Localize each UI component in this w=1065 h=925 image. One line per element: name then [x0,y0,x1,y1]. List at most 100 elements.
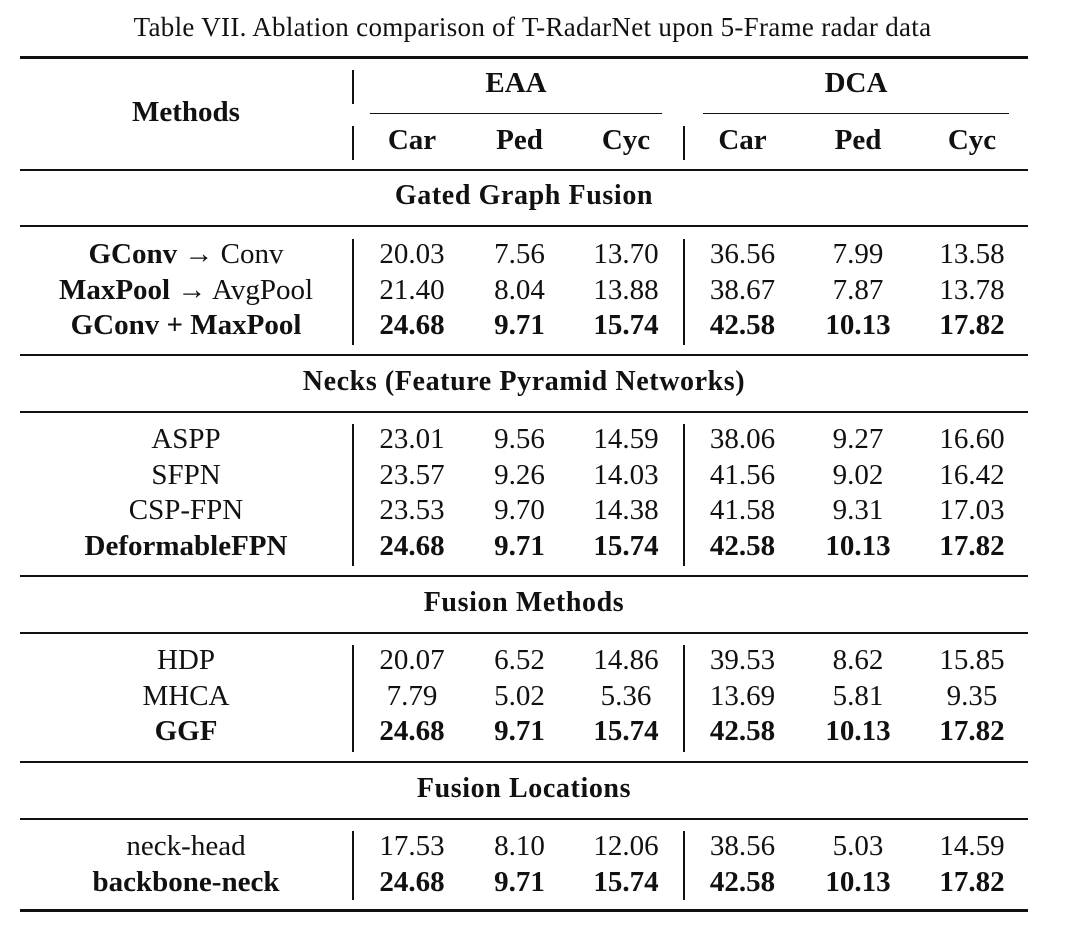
bottom-rule [20,909,1028,912]
value-cell: 24.68 [379,309,445,341]
rule-sec3-title [20,632,1028,634]
value-cell: 10.13 [825,865,891,898]
value-cell: 14.86 [593,644,659,676]
method-name: → AvgPool [170,273,314,306]
section-title: Gated Graph Fusion [394,180,654,211]
method-cell: CSP-FPN [20,493,352,529]
value-cell: 17.03 [939,494,1005,526]
value-cell: 42.58 [709,309,776,341]
vsep-header-b [352,126,354,160]
vsep-sec1-left [352,239,354,345]
value-cell: 39.53 [709,644,776,676]
method-cell: MaxPool → AvgPool [20,273,352,309]
value-cell: 10.13 [825,309,891,341]
value-cell: 42.58 [709,529,776,562]
method-name-bold: GGF [154,715,218,747]
value-cell: 7.79 [386,679,438,712]
top-rule [20,56,1028,59]
vsep-sec3-left [352,645,354,752]
value-cell: 42.58 [709,715,776,747]
method-name: MHCA [142,679,230,712]
method-name-bold: GConv [88,238,178,270]
value-cell: 41.58 [709,494,776,526]
col-eaa-ped: Ped [496,124,543,156]
rule-sec2-top [20,354,1028,356]
value-cell: 24.68 [379,865,445,898]
method-cell: backbone-neck [20,865,352,901]
method-name: → Conv [177,238,284,270]
rule-sec4-top [20,761,1028,763]
value-cell: 9.71 [494,715,545,747]
value-cell: 9.56 [494,423,545,455]
value-cell: 9.71 [494,529,545,562]
value-cell: 8.62 [832,644,884,676]
section-title: Fusion Methods [423,587,625,618]
value-cell: 17.82 [939,529,1005,562]
eaa-cmidrule [370,113,662,115]
value-cell: 7.99 [832,238,884,270]
col-eaa-car: Car [387,124,437,156]
value-cell: 10.13 [825,529,891,562]
value-cell: 9.70 [494,494,545,526]
value-cell: 9.27 [832,423,884,455]
value-cell: 17.53 [379,830,445,862]
value-cell: 9.71 [494,309,545,341]
value-cell: 20.03 [379,238,445,270]
value-cell: 42.58 [709,865,776,898]
rule-sec2-title [20,411,1028,413]
value-cell: 10.13 [825,715,891,747]
method-name-bold: GConv + MaxPool [70,309,302,341]
value-cell: 5.03 [832,830,884,862]
method-cell: neck-head [20,829,352,865]
method-cell: SFPN [20,458,352,494]
value-cell: 16.60 [939,423,1005,455]
section-body: ASPP 23.01 9.56 14.59 38.06 9.27 16.60 SFPN 23.5… [20,422,1028,564]
method-cell: ASPP [20,422,352,458]
method-cell: GConv + MaxPool [20,308,352,344]
table-caption: Table VII. Ablation comparison of T-Rada… [133,12,932,42]
value-cell: 9.02 [832,458,884,491]
section-body: GConv → Conv 20.03 7.56 13.70 36.56 7.99 13.58… [20,237,1028,344]
value-cell: 6.52 [494,644,545,676]
method-name: ASPP [151,423,221,455]
value-cell: 23.01 [379,423,445,455]
value-cell: 21.40 [379,273,445,306]
value-cell: 15.74 [593,529,659,562]
method-name: HDP [156,644,215,676]
value-cell: 16.42 [939,458,1005,491]
vsep-sec4-right [683,831,685,900]
value-cell: 38.06 [709,423,776,455]
dca-cmidrule [703,113,1009,115]
value-cell: 23.57 [379,458,445,491]
col-dca-cyc: Cyc [947,124,997,156]
value-cell: 41.56 [709,458,776,491]
value-cell: 17.82 [939,309,1005,341]
column-header-row: Car Ped Cyc Car Ped Cyc [20,123,1028,159]
value-cell: 13.70 [593,238,659,270]
value-cell: 24.68 [379,715,445,747]
dca-header: DCA [824,67,888,99]
rule-sec4-title [20,818,1028,820]
method-cell: DeformableFPN [20,529,352,565]
rule-sec1-title [20,225,1028,227]
method-name-bold: backbone-neck [92,865,280,898]
vsep-sec2-right [683,424,685,566]
section-body: HDP 20.07 6.52 14.86 39.53 8.62 15.85 MHCA 7.79 5… [20,643,1028,750]
value-cell: 9.26 [494,458,545,491]
col-dca-car: Car [718,124,767,156]
vsep-sec2-left [352,424,354,566]
vsep-sec1-right [683,239,685,345]
col-eaa-cyc: Cyc [601,124,651,156]
value-cell: 23.53 [379,494,445,526]
value-cell: 7.87 [832,273,884,306]
vsep-header-a [352,70,354,104]
value-cell: 9.71 [494,865,545,898]
vsep-sec3-right [683,645,685,752]
value-cell: 13.69 [709,679,776,712]
value-cell: 14.59 [593,423,659,455]
section-title: Fusion Locations [416,773,632,804]
method-name-bold: DeformableFPN [84,529,288,562]
vsep-header-c [683,126,685,160]
value-cell: 13.58 [939,238,1005,270]
value-cell: 38.56 [709,830,776,862]
